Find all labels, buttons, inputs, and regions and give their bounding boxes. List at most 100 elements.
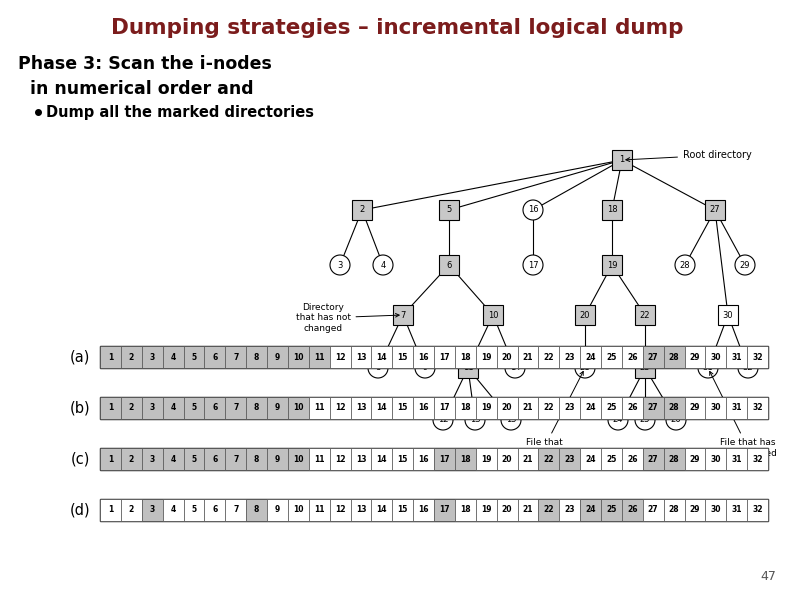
Text: 1: 1 <box>108 506 113 515</box>
Bar <box>100 499 768 521</box>
Text: 11: 11 <box>314 455 325 464</box>
Bar <box>538 346 559 368</box>
Text: 10: 10 <box>293 506 303 515</box>
Circle shape <box>523 200 543 220</box>
Text: 3: 3 <box>337 261 343 270</box>
Bar <box>204 448 225 470</box>
Bar <box>142 448 163 470</box>
Bar <box>350 448 372 470</box>
Text: 47: 47 <box>760 570 776 583</box>
Bar <box>559 499 580 521</box>
Bar <box>643 397 664 419</box>
Text: 11: 11 <box>314 403 325 412</box>
Circle shape <box>501 410 521 430</box>
Text: 16: 16 <box>418 352 429 362</box>
Text: 2: 2 <box>129 455 134 464</box>
Text: 17: 17 <box>439 506 449 515</box>
Bar <box>601 448 622 470</box>
Text: 19: 19 <box>607 261 617 270</box>
Text: 32: 32 <box>752 455 763 464</box>
Text: 18: 18 <box>460 403 471 412</box>
Text: 10: 10 <box>293 455 303 464</box>
Bar <box>142 499 163 521</box>
Text: 19: 19 <box>481 352 491 362</box>
Text: 31: 31 <box>703 364 713 372</box>
Bar <box>163 448 183 470</box>
Text: 4: 4 <box>380 261 386 270</box>
Text: Root directory: Root directory <box>626 150 752 161</box>
Bar <box>330 448 350 470</box>
Text: 27: 27 <box>648 506 658 515</box>
Text: 26: 26 <box>627 403 638 412</box>
Text: 17: 17 <box>528 261 538 270</box>
Text: 23: 23 <box>565 352 575 362</box>
Text: 23: 23 <box>565 403 575 412</box>
Text: 8: 8 <box>376 364 380 372</box>
Bar <box>664 397 684 419</box>
Bar <box>204 397 225 419</box>
Text: 27: 27 <box>648 403 658 412</box>
Text: 11: 11 <box>314 352 325 362</box>
Text: 11: 11 <box>463 364 473 372</box>
Bar <box>100 448 121 470</box>
Circle shape <box>505 358 525 378</box>
Text: 3: 3 <box>149 403 155 412</box>
Bar <box>100 448 768 470</box>
Text: 17: 17 <box>439 352 449 362</box>
Bar <box>747 448 768 470</box>
Bar <box>705 200 725 220</box>
Text: 7: 7 <box>233 455 238 464</box>
Text: 24: 24 <box>585 455 596 464</box>
Text: 1: 1 <box>108 455 113 464</box>
Bar <box>496 346 518 368</box>
Text: 30: 30 <box>711 403 721 412</box>
Text: 10: 10 <box>293 352 303 362</box>
Bar <box>705 397 727 419</box>
Text: 14: 14 <box>376 403 387 412</box>
Bar <box>392 397 413 419</box>
Bar <box>267 397 288 419</box>
Text: File that has
not changed: File that has not changed <box>710 371 777 458</box>
Text: 9: 9 <box>275 506 280 515</box>
Text: 1: 1 <box>619 155 625 164</box>
Text: 4: 4 <box>171 455 175 464</box>
Bar <box>684 499 705 521</box>
Text: 31: 31 <box>731 403 742 412</box>
Text: 7: 7 <box>233 403 238 412</box>
Text: 20: 20 <box>502 506 512 515</box>
Text: 4: 4 <box>171 506 175 515</box>
Bar <box>538 397 559 419</box>
Text: 22: 22 <box>544 403 554 412</box>
Bar <box>392 346 413 368</box>
Bar <box>204 499 225 521</box>
Text: 23: 23 <box>640 364 650 372</box>
Bar <box>100 499 121 521</box>
Text: 21: 21 <box>522 352 534 362</box>
Text: 17: 17 <box>439 403 449 412</box>
Text: 25: 25 <box>607 352 617 362</box>
Bar <box>684 397 705 419</box>
Bar <box>727 499 747 521</box>
Text: 6: 6 <box>446 261 452 270</box>
Bar <box>538 448 559 470</box>
Bar <box>309 397 330 419</box>
Text: 15: 15 <box>398 506 408 515</box>
Bar <box>602 255 622 275</box>
Bar <box>601 397 622 419</box>
Text: 28: 28 <box>669 506 680 515</box>
Text: 19: 19 <box>481 506 491 515</box>
Bar <box>288 448 309 470</box>
Bar <box>142 346 163 368</box>
Bar <box>288 397 309 419</box>
Text: 8: 8 <box>254 506 260 515</box>
Bar <box>309 346 330 368</box>
Text: 19: 19 <box>481 403 491 412</box>
Bar <box>267 448 288 470</box>
Bar <box>643 448 664 470</box>
Bar <box>330 499 350 521</box>
Bar <box>413 397 434 419</box>
Text: 31: 31 <box>731 506 742 515</box>
Text: 10: 10 <box>293 403 303 412</box>
Circle shape <box>330 255 350 275</box>
Circle shape <box>415 358 435 378</box>
